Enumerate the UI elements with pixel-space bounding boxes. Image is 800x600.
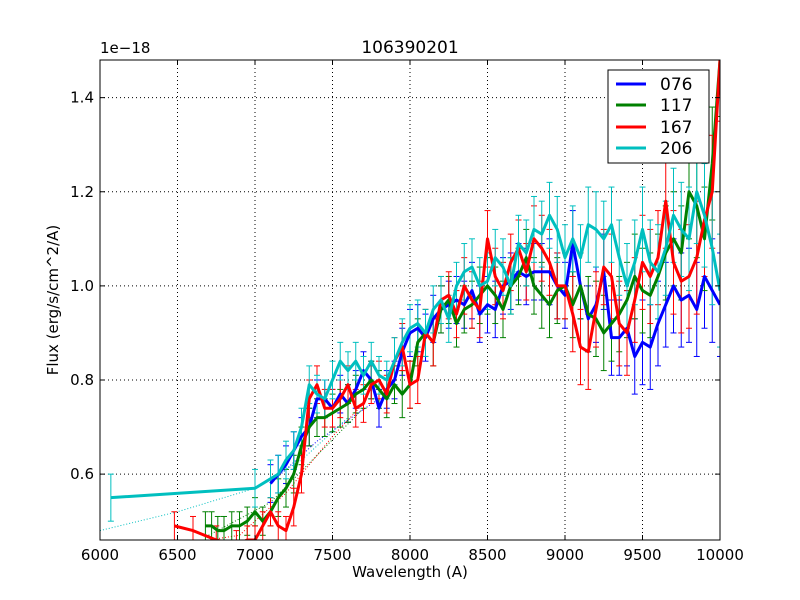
x-tick-label: 6000 xyxy=(81,546,119,564)
x-tick-label: 6500 xyxy=(158,546,196,564)
x-axis-label: Wavelength (A) xyxy=(352,563,468,581)
ticks: 6000 6500 7000 7500 8000 8500 9000 9500 10000 0.6… xyxy=(70,60,744,564)
errorbar-076 xyxy=(717,252,720,357)
y-tick-label: 0.8 xyxy=(70,371,94,389)
y-offset-label: 1e−18 xyxy=(100,39,150,57)
series-line-117 xyxy=(205,60,720,533)
series-line-076 xyxy=(269,242,720,485)
y-axis-label: Flux (erg/s/cm^2/A) xyxy=(44,225,62,376)
y-tick-label: 1.2 xyxy=(70,183,94,201)
chart-title: 106390201 xyxy=(361,38,458,58)
legend-label-117: 117 xyxy=(660,96,692,116)
legend: 076 117 167 206 xyxy=(607,69,710,164)
series-line-167 xyxy=(174,60,720,540)
x-tick-label: 8500 xyxy=(468,546,506,564)
legend-label-167: 167 xyxy=(660,118,692,138)
data-layer xyxy=(100,60,720,540)
errorbar-167 xyxy=(717,60,720,122)
y-tick-label: 0.6 xyxy=(70,465,94,483)
x-tick-label: 7000 xyxy=(236,546,274,564)
legend-label-076: 076 xyxy=(660,75,692,95)
errorbar-206 xyxy=(717,233,720,348)
errorbar-167 xyxy=(244,525,251,540)
x-tick-label: 10000 xyxy=(696,546,744,564)
series-line-206 xyxy=(110,190,720,500)
x-tick-label: 9500 xyxy=(623,546,661,564)
errorbar-167 xyxy=(233,530,240,540)
y-tick-label: 1.4 xyxy=(70,89,94,107)
x-tick-label: 9000 xyxy=(546,546,584,564)
x-tick-label: 7500 xyxy=(313,546,351,564)
x-tick-label: 8000 xyxy=(391,546,429,564)
y-tick-label: 1.0 xyxy=(70,277,94,295)
model-line-167-model xyxy=(205,403,364,540)
legend-label-206: 206 xyxy=(660,139,692,159)
errorbar-167 xyxy=(252,525,258,540)
